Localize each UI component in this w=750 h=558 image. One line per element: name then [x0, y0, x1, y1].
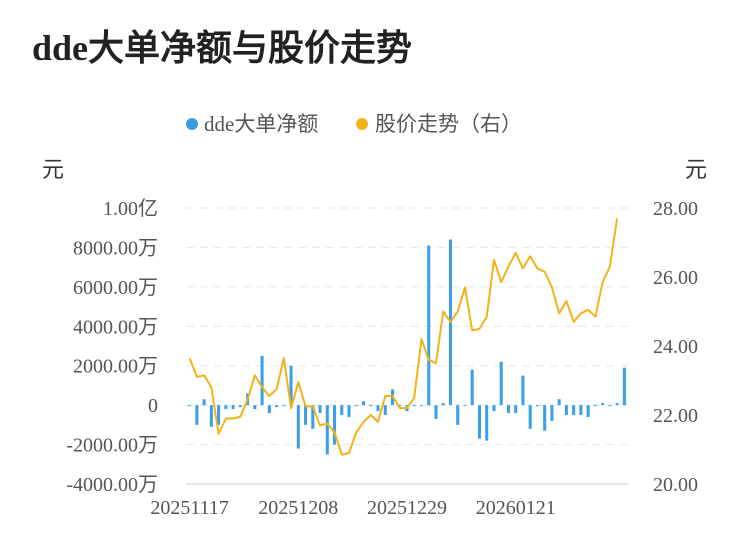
- x-tick-label: 20251229: [367, 497, 447, 519]
- dde-bar: [231, 405, 235, 410]
- left-axis-unit: 元: [42, 157, 64, 182]
- dde-bar: [376, 405, 380, 412]
- grid-lines: [186, 207, 628, 485]
- dde-bar: [304, 405, 308, 425]
- left-tick-label: 1.00亿: [103, 197, 158, 220]
- legend-item-dde[interactable]: dde大单净额: [186, 112, 318, 136]
- dde-bar: [188, 405, 192, 407]
- dde-bar: [514, 405, 518, 414]
- left-tick-label: 8000.00万: [73, 237, 158, 259]
- left-tick-label: 2000.00万: [73, 356, 158, 378]
- legend-marker-dde: [186, 118, 198, 130]
- dde-bar: [296, 405, 300, 449]
- legend-label-dde: dde大单净额: [204, 112, 318, 136]
- left-tick-label: 0: [148, 395, 158, 417]
- dde-bar: [557, 399, 561, 406]
- dde-bar: [456, 405, 460, 425]
- dde-bar: [485, 405, 489, 441]
- dde-bar: [383, 405, 387, 415]
- dde-bar: [217, 405, 221, 425]
- dde-bar: [579, 405, 583, 415]
- dde-bar: [238, 405, 242, 408]
- right-axis-ticks: 28.00 26.00 24.00 22.00 20.00: [653, 198, 698, 496]
- legend: dde大单净额 股价走势（右）: [186, 112, 522, 136]
- right-tick-label: 26.00: [653, 267, 698, 289]
- dde-bar: [572, 405, 576, 415]
- dde-bar: [311, 405, 315, 429]
- dde-bar: [586, 405, 590, 417]
- left-tick-label: 6000.00万: [73, 277, 158, 299]
- dde-bar: [593, 405, 597, 407]
- dde-bar: [470, 369, 474, 406]
- x-tick-label: 20251117: [150, 497, 229, 519]
- dde-bar: [333, 405, 337, 445]
- dde-bar: [419, 405, 424, 407]
- dde-bar: [608, 405, 612, 407]
- dde-bar: [340, 405, 344, 415]
- dde-bar: [601, 403, 605, 406]
- left-tick-label: -2000.00万: [66, 435, 158, 457]
- dde-bar: [412, 405, 416, 407]
- dde-bar: [289, 365, 293, 406]
- legend-item-price[interactable]: 股价走势（右）: [356, 112, 522, 136]
- x-tick-label: 20251208: [258, 497, 338, 519]
- left-tick-label: -4000.00万: [66, 474, 158, 496]
- dde-bar: [275, 405, 279, 408]
- dde-bar: [427, 245, 431, 406]
- dde-bar: [564, 405, 568, 415]
- legend-marker-price: [356, 118, 368, 130]
- dde-bar: [477, 405, 481, 439]
- dde-bar: [506, 405, 510, 414]
- dde-bar: [398, 405, 402, 407]
- price-line-layer: [188, 218, 619, 456]
- dde-bar: [195, 405, 199, 425]
- price-line: [188, 218, 619, 456]
- right-axis-unit: 元: [685, 157, 707, 182]
- x-tick-label: 20260121: [476, 497, 556, 519]
- dde-bar: [325, 405, 329, 455]
- right-tick-label: 22.00: [653, 405, 698, 427]
- dde-bar: [441, 403, 445, 406]
- dde-bar: [267, 405, 271, 414]
- legend-label-price: 股价走势（右）: [375, 112, 522, 136]
- dde-bar: [535, 405, 539, 407]
- dde-bar: [347, 405, 351, 417]
- dde-bar: [209, 405, 213, 427]
- dde-bar: [253, 405, 257, 410]
- left-tick-label: 4000.00万: [73, 316, 158, 338]
- dde-bar: [622, 367, 626, 406]
- dde-bar: [318, 405, 322, 414]
- dde-bar: [615, 403, 619, 406]
- dde-bar: [550, 405, 554, 421]
- dde-bars: [188, 239, 626, 455]
- dde-bar: [282, 405, 286, 407]
- dde-bar: [492, 405, 496, 412]
- right-tick-label: 24.00: [653, 336, 698, 358]
- dde-bar: [260, 355, 264, 406]
- left-axis-ticks: 1.00亿 8000.00万 6000.00万 4000.00万 2000.00万 0 -2…: [66, 197, 158, 496]
- dde-bar: [202, 399, 206, 406]
- x-axis-ticks: 20251117 20251208 20251229 20260121: [150, 497, 555, 519]
- dde-bar: [521, 375, 525, 406]
- dde-bar: [224, 405, 228, 410]
- dde-bar: [362, 401, 366, 406]
- chart-title: dde大单净额与股价走势: [32, 28, 413, 68]
- dde-bar: [434, 405, 438, 419]
- dde-bar: [528, 405, 532, 429]
- dde-bar: [543, 405, 547, 431]
- dde-bar: [463, 405, 467, 407]
- right-tick-label: 20.00: [653, 474, 698, 496]
- dde-bar: [369, 405, 373, 407]
- dde-bar: [354, 405, 358, 407]
- right-tick-label: 28.00: [653, 198, 698, 220]
- dde-bar: [499, 361, 503, 406]
